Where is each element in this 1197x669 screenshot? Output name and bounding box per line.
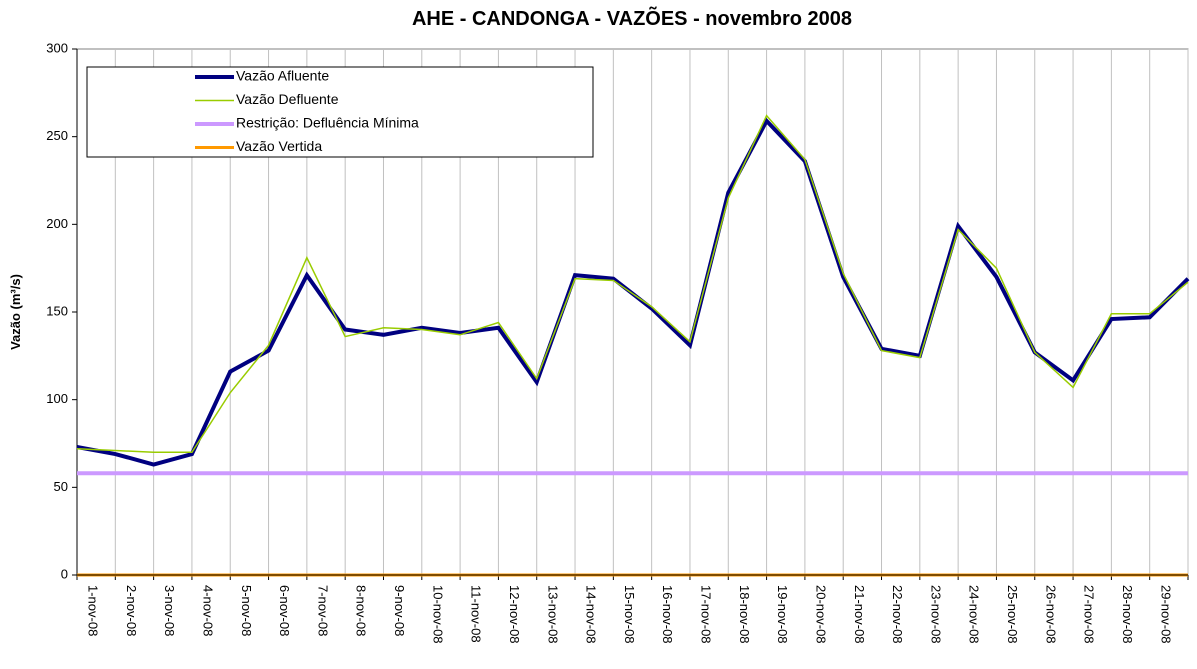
x-tick-label: 10-nov-08 xyxy=(430,585,445,644)
legend xyxy=(87,67,593,157)
y-axis-label: Vazão (m³/s) xyxy=(8,274,23,350)
legend-label: Vazão Defluente xyxy=(236,91,339,107)
y-tick-label: 50 xyxy=(54,479,68,494)
x-tick-label: 5-nov-08 xyxy=(239,585,254,636)
x-tick-label: 24-nov-08 xyxy=(967,585,982,644)
x-tick-label: 25-nov-08 xyxy=(1005,585,1020,644)
x-tick-label: 1-nov-08 xyxy=(86,585,101,636)
x-tick-label: 2-nov-08 xyxy=(124,585,139,636)
x-tick-label: 4-nov-08 xyxy=(200,585,215,636)
chart-title: AHE - CANDONGA - VAZÕES - novembro 2008 xyxy=(412,6,852,30)
y-tick-label: 0 xyxy=(61,566,68,581)
x-tick-label: 18-nov-08 xyxy=(737,585,752,644)
legend-label: Restrição: Defluência Mínima xyxy=(236,115,419,131)
x-tick-label: 8-nov-08 xyxy=(354,585,369,636)
x-tick-label: 28-nov-08 xyxy=(1120,585,1135,644)
x-tick-label: 3-nov-08 xyxy=(162,585,177,636)
x-tick-label: 6-nov-08 xyxy=(277,585,292,636)
x-tick-label: 11-nov-08 xyxy=(469,585,484,643)
y-tick-label: 250 xyxy=(46,128,68,143)
x-tick-label: 21-nov-08 xyxy=(852,585,867,644)
x-tick-label: 9-nov-08 xyxy=(392,585,407,636)
x-tick-label: 16-nov-08 xyxy=(660,585,675,644)
y-tick-label: 200 xyxy=(46,216,68,231)
x-tick-label: 23-nov-08 xyxy=(928,585,943,644)
legend-label: Vazão Afluente xyxy=(236,68,329,84)
x-tick-label: 14-nov-08 xyxy=(584,585,599,644)
x-tick-label: 19-nov-08 xyxy=(775,585,790,644)
x-tick-label: 13-nov-08 xyxy=(545,585,560,644)
y-tick-label: 100 xyxy=(46,391,68,406)
legend-label: Vazão Vertida xyxy=(236,138,322,154)
y-tick-label: 300 xyxy=(46,40,68,55)
x-tick-label: 12-nov-08 xyxy=(507,585,522,644)
x-tick-label: 26-nov-08 xyxy=(1043,585,1058,644)
x-tick-label: 20-nov-08 xyxy=(813,585,828,644)
y-tick-label: 150 xyxy=(46,303,68,318)
x-tick-label: 17-nov-08 xyxy=(699,585,714,644)
x-tick-label: 29-nov-08 xyxy=(1158,585,1173,644)
x-tick-label: 7-nov-08 xyxy=(315,585,330,636)
x-tick-label: 22-nov-08 xyxy=(890,585,905,644)
x-tick-label: 15-nov-08 xyxy=(622,585,637,644)
x-tick-label: 27-nov-08 xyxy=(1082,585,1097,644)
